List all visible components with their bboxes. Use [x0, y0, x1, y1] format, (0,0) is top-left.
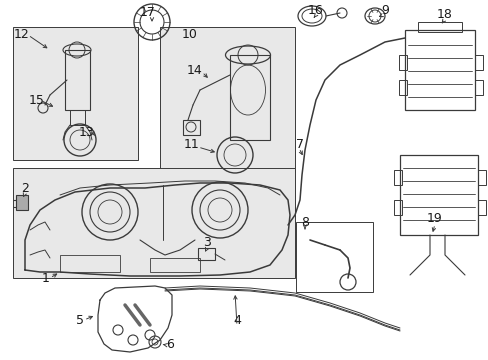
Bar: [183, 120, 200, 135]
Bar: [399, 155, 477, 235]
Text: 15: 15: [29, 94, 45, 107]
Text: 16: 16: [307, 4, 323, 17]
Text: 5: 5: [76, 314, 84, 327]
Bar: [477, 170, 485, 185]
Text: 3: 3: [203, 237, 210, 249]
Text: 8: 8: [301, 216, 308, 229]
Text: 18: 18: [436, 8, 452, 21]
Text: 17: 17: [140, 5, 156, 18]
Text: 12: 12: [14, 28, 30, 41]
Bar: [474, 55, 482, 70]
Bar: [417, 22, 461, 32]
Text: 10: 10: [182, 28, 198, 41]
Bar: [16, 195, 28, 210]
Text: 6: 6: [166, 338, 174, 351]
Text: 1: 1: [42, 271, 50, 284]
Bar: [393, 170, 401, 185]
Text: 19: 19: [426, 211, 442, 225]
Bar: [198, 248, 215, 260]
Bar: [13, 27, 138, 160]
Bar: [398, 80, 406, 95]
Bar: [60, 255, 120, 272]
Text: 2: 2: [21, 181, 29, 194]
Bar: [150, 258, 200, 272]
Bar: [295, 222, 372, 292]
Bar: [477, 200, 485, 215]
Bar: [13, 168, 294, 278]
Bar: [474, 80, 482, 95]
Text: 14: 14: [187, 63, 203, 77]
Text: 4: 4: [233, 314, 241, 327]
Bar: [160, 27, 294, 172]
Bar: [65, 50, 90, 110]
Bar: [398, 55, 406, 70]
Text: 13: 13: [79, 126, 95, 139]
Text: 7: 7: [295, 139, 304, 152]
Bar: [229, 55, 269, 140]
Text: 9: 9: [380, 4, 388, 17]
Text: 11: 11: [184, 139, 200, 152]
Bar: [404, 30, 474, 110]
Bar: [393, 200, 401, 215]
Bar: [70, 110, 85, 125]
